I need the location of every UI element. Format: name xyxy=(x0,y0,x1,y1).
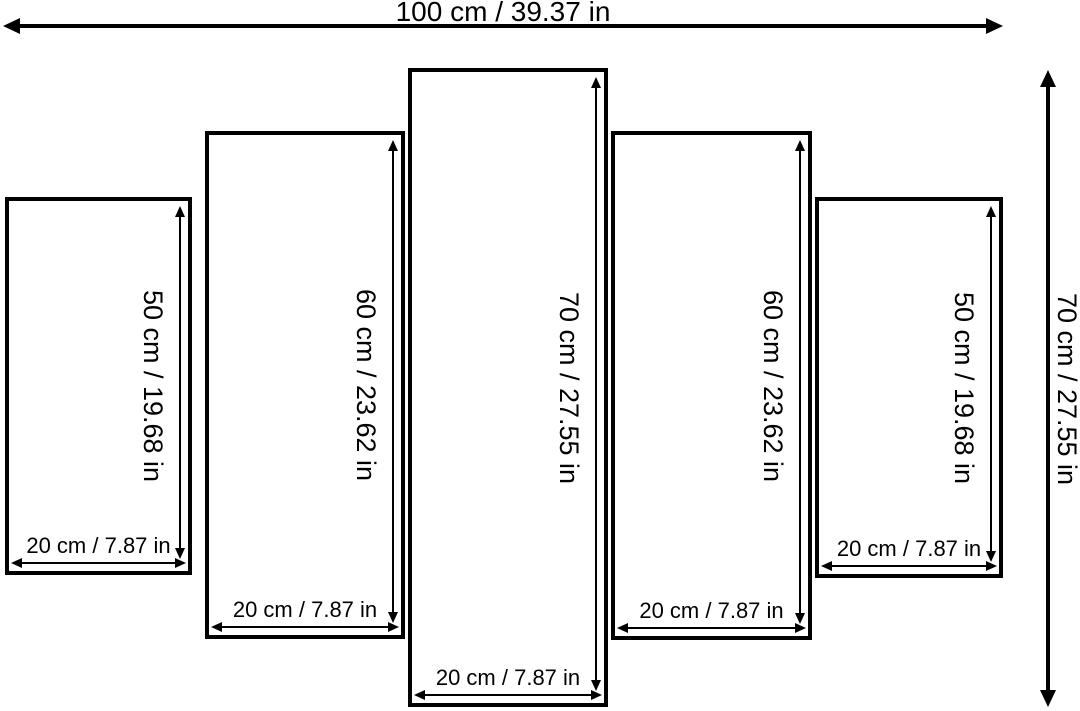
panel-1-width-arrow xyxy=(11,557,186,569)
total-width-arrow xyxy=(3,18,1003,34)
panel-1-height-arrow xyxy=(174,206,186,559)
total-height-label: 70 cm / 27.55 in xyxy=(1052,292,1080,485)
panel-2-width-arrow xyxy=(211,621,399,633)
panel-5-height-arrow xyxy=(985,206,997,562)
arrow-shaft xyxy=(13,24,993,28)
total-height-dimension: 70 cm / 27.55 in xyxy=(1038,70,1080,707)
panel-4-height-arrow xyxy=(794,140,806,624)
panel-5-height-label: 50 cm / 19.68 in xyxy=(949,291,979,484)
panel-2: 60 cm / 23.62 in 20 cm / 7.87 in xyxy=(205,131,405,639)
panel-5-width-label: 20 cm / 7.87 in xyxy=(836,536,982,561)
panel-4: 60 cm / 23.62 in 20 cm / 7.87 in xyxy=(611,131,812,640)
total-width-label: 100 cm / 39.37 in xyxy=(395,0,611,27)
arrow-shaft xyxy=(19,562,178,564)
panel-1-height-label: 50 cm / 19.68 in xyxy=(138,289,168,483)
arrow-shaft xyxy=(219,626,391,628)
panel-4-width-arrow xyxy=(617,622,806,634)
panel-2-height-arrow xyxy=(387,140,399,623)
panel-3-width-label: 20 cm / 7.87 in xyxy=(435,665,581,690)
arrow-shaft xyxy=(829,565,989,567)
panel-4-height-label: 60 cm / 23.62 in xyxy=(758,289,788,482)
arrow-shaft xyxy=(1046,80,1050,697)
panel-1-width-label: 20 cm / 7.87 in xyxy=(26,533,171,558)
panel-3-width-arrow xyxy=(414,689,602,701)
arrow-shaft xyxy=(990,214,992,554)
panel-3-height-label: 70 cm / 27.55 in xyxy=(554,291,584,484)
arrow-shaft xyxy=(625,627,798,629)
arrow-shaft xyxy=(595,85,597,683)
arrow-shaft xyxy=(179,214,181,551)
panel-1: 50 cm / 19.68 in 20 cm / 7.87 in xyxy=(5,197,192,575)
panel-2-width-label: 20 cm / 7.87 in xyxy=(232,597,378,622)
arrow-shaft xyxy=(392,148,394,615)
panel-3: 70 cm / 27.55 in 20 cm / 7.87 in xyxy=(408,68,608,707)
panel-3-height-arrow xyxy=(590,77,602,691)
arrow-shaft xyxy=(422,694,594,696)
arrow-shaft xyxy=(799,148,801,616)
panel-5-width-arrow xyxy=(821,560,997,572)
panel-2-height-label: 60 cm / 23.62 in xyxy=(351,288,381,482)
total-height-arrow xyxy=(1038,70,1058,707)
panel-5: 50 cm / 19.68 in 20 cm / 7.87 in xyxy=(815,197,1003,578)
panel-4-width-label: 20 cm / 7.87 in xyxy=(639,598,784,623)
